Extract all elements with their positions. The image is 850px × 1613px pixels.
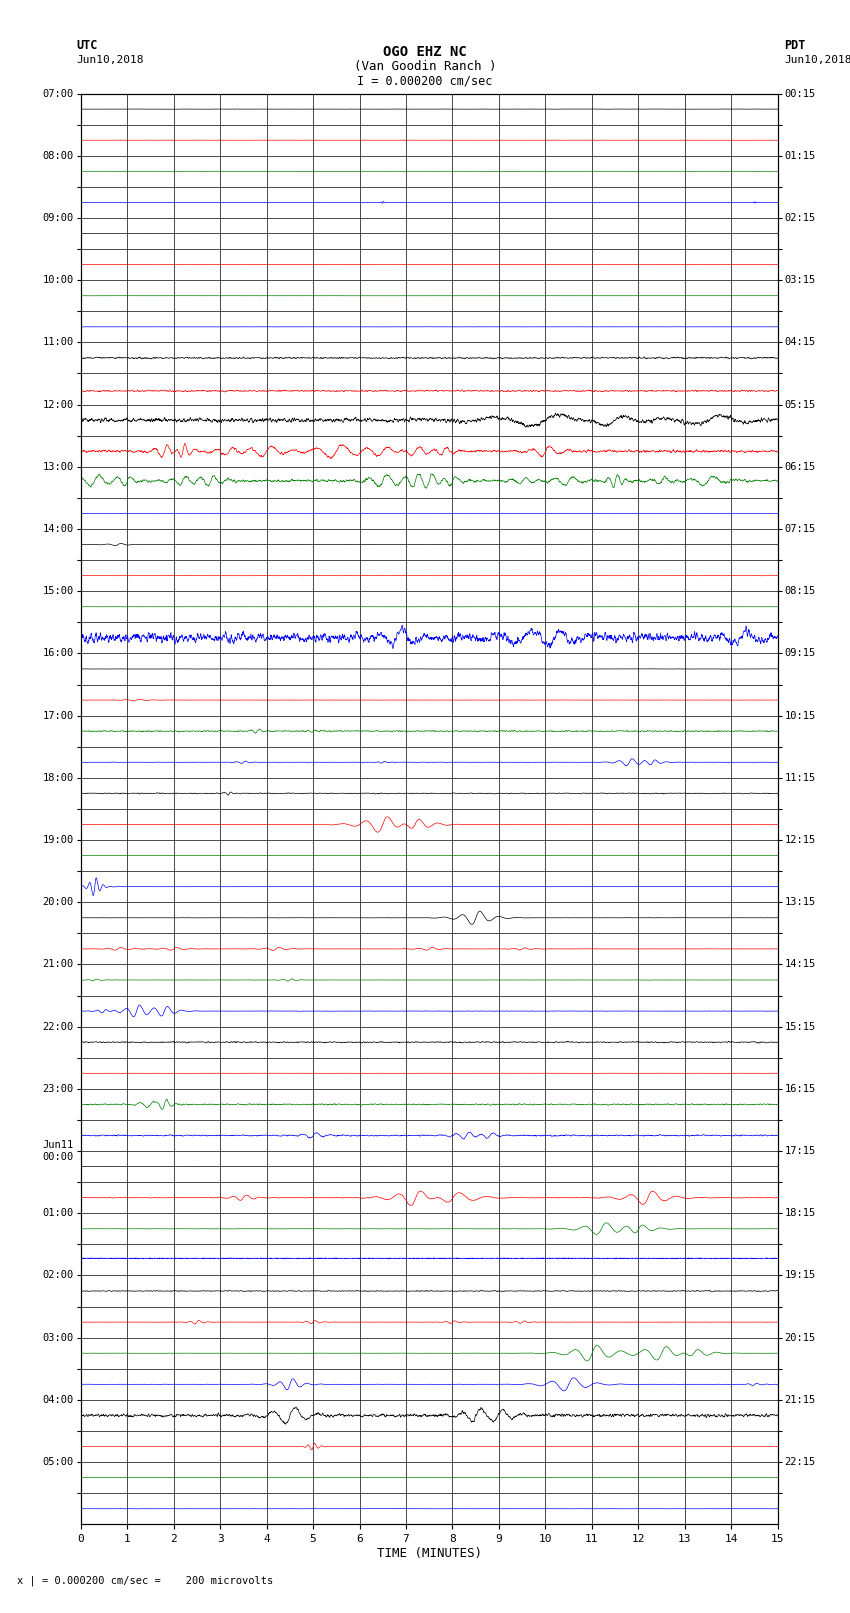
Text: x | = 0.000200 cm/sec =    200 microvolts: x | = 0.000200 cm/sec = 200 microvolts [17,1576,273,1587]
Text: Jun10,2018: Jun10,2018 [785,55,850,65]
Text: OGO EHZ NC: OGO EHZ NC [383,45,467,60]
Text: (Van Goodin Ranch ): (Van Goodin Ranch ) [354,60,496,73]
Text: UTC: UTC [76,39,98,52]
X-axis label: TIME (MINUTES): TIME (MINUTES) [377,1547,482,1560]
Text: I = 0.000200 cm/sec: I = 0.000200 cm/sec [357,74,493,87]
Text: PDT: PDT [785,39,806,52]
Text: Jun10,2018: Jun10,2018 [76,55,144,65]
